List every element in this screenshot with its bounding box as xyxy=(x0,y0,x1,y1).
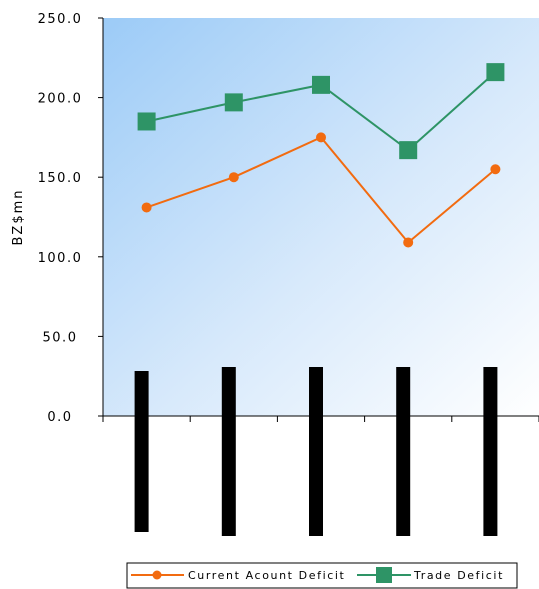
category-label-bar xyxy=(221,367,236,536)
legend-box xyxy=(126,562,518,589)
category-label-bar xyxy=(396,367,411,536)
legend-label: Trade Deficit xyxy=(413,569,504,582)
y-tick-label: 0.0 xyxy=(47,410,72,425)
y-tick-label: 150.0 xyxy=(38,171,83,186)
category-label-bar xyxy=(309,367,323,536)
category-label-bar xyxy=(483,367,498,536)
data-point xyxy=(141,202,152,213)
series-group xyxy=(137,63,505,248)
y-tick-label: 250.0 xyxy=(38,12,83,27)
data-point xyxy=(312,75,330,94)
data-point xyxy=(228,172,239,183)
y-tick-label: 200.0 xyxy=(38,92,83,107)
data-point xyxy=(316,132,326,143)
data-point xyxy=(224,93,243,112)
data-point xyxy=(137,112,156,131)
category-label-bar xyxy=(134,371,149,532)
legend-marker xyxy=(376,567,392,583)
legend-entry-current-account-deficit: Current Acount Deficit xyxy=(131,569,345,582)
y-axis-title: BZ$mn xyxy=(11,189,26,246)
data-point xyxy=(486,63,505,82)
legend-marker xyxy=(152,570,162,580)
category-label-bars xyxy=(134,367,498,536)
axes: 0.0 50.0 100.0 150.0 200.0 250.0 BZ$mn xyxy=(11,12,539,425)
data-point xyxy=(403,237,414,248)
data-point xyxy=(490,164,501,175)
y-tick-label: 50.0 xyxy=(43,330,78,345)
data-point xyxy=(399,141,418,160)
y-tick-label: 100.0 xyxy=(38,251,83,266)
legend-label: Current Acount Deficit xyxy=(188,569,345,582)
legend-entry-trade-deficit: Trade Deficit xyxy=(357,567,504,583)
legend: Current Acount Deficit Trade Deficit xyxy=(126,562,518,589)
